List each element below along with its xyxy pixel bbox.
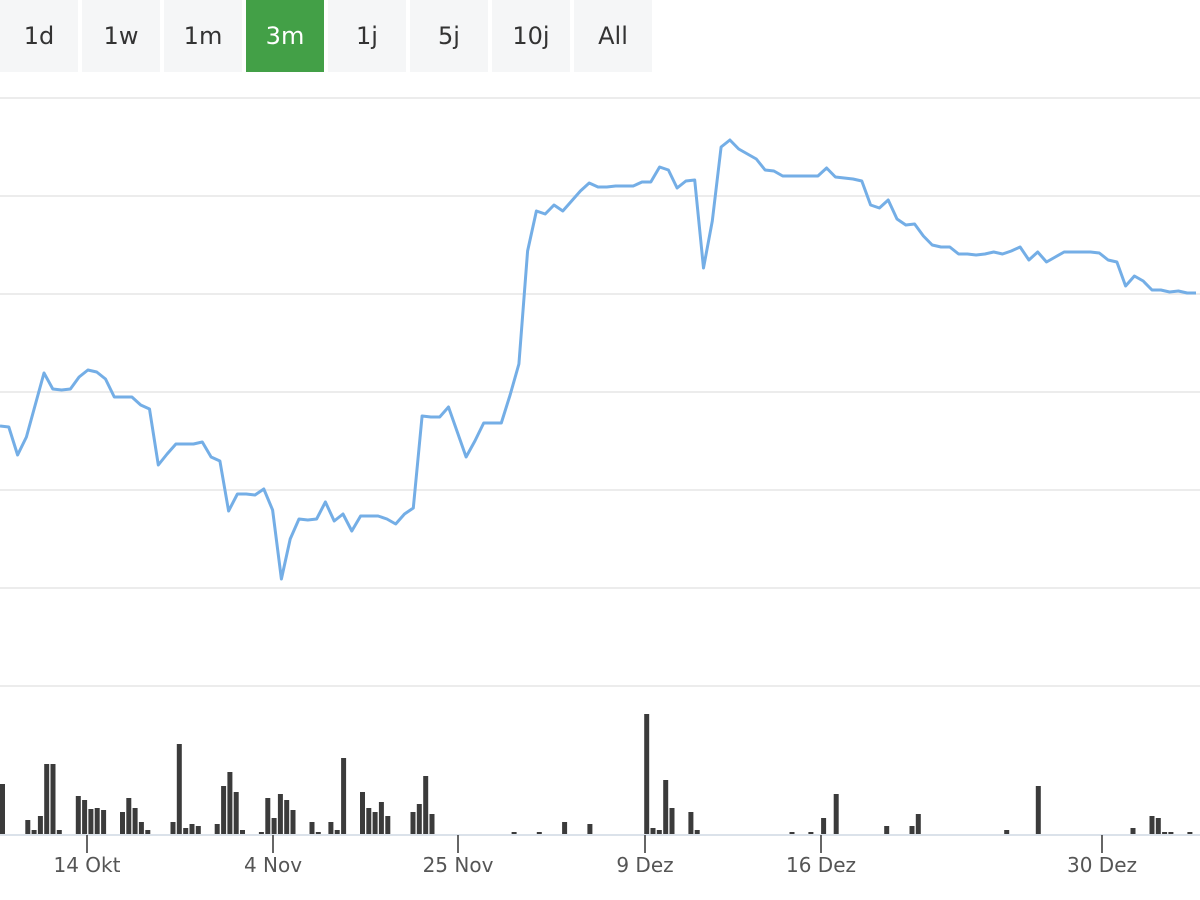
volume-bar bbox=[195, 826, 201, 834]
x-tick-label: 16 Dez bbox=[786, 853, 856, 877]
volume-bar bbox=[227, 772, 233, 834]
grid-lines bbox=[0, 97, 1200, 687]
x-tick-label: 4 Nov bbox=[244, 853, 302, 877]
price-line bbox=[0, 138, 1196, 581]
volume-bar bbox=[587, 824, 593, 834]
x-tick-label: 25 Nov bbox=[423, 853, 494, 877]
x-tick-label: 9 Dez bbox=[616, 853, 673, 877]
volume-bar bbox=[88, 809, 94, 834]
volume-bar bbox=[423, 776, 429, 834]
volume-bar bbox=[334, 830, 340, 834]
volume-bar bbox=[416, 804, 422, 834]
volume-bar bbox=[265, 798, 271, 834]
volume-bars bbox=[0, 714, 1193, 834]
volume-bar bbox=[1130, 828, 1136, 834]
volume-bar bbox=[309, 822, 315, 834]
volume-bar bbox=[1162, 832, 1168, 834]
volume-bar bbox=[0, 784, 5, 834]
volume-bar bbox=[915, 814, 921, 834]
volume-bar bbox=[189, 824, 195, 834]
range-button-1d[interactable]: 1d bbox=[0, 0, 78, 72]
volume-bar bbox=[360, 792, 365, 834]
volume-bar bbox=[25, 820, 31, 834]
volume-bar bbox=[56, 830, 62, 834]
volume-bar bbox=[138, 822, 144, 834]
volume-bar bbox=[1168, 832, 1174, 834]
volume-bar bbox=[663, 780, 669, 834]
volume-bar bbox=[176, 744, 182, 834]
volume-bar bbox=[789, 832, 795, 834]
range-button-10j[interactable]: 10j bbox=[492, 0, 570, 72]
volume-bar bbox=[126, 798, 132, 834]
volume-bar bbox=[909, 826, 915, 834]
volume-bar bbox=[341, 758, 347, 834]
range-button-5j[interactable]: 5j bbox=[410, 0, 488, 72]
volume-bar bbox=[511, 832, 517, 834]
volume-bar bbox=[271, 818, 277, 834]
volume-bar bbox=[536, 832, 542, 834]
x-axis: 14 Okt 4 Nov 25 Nov 9 Dez 16 Dez 30 Dez bbox=[0, 834, 1200, 877]
range-button-1m[interactable]: 1m bbox=[164, 0, 242, 72]
volume-bar bbox=[429, 814, 435, 834]
volume-bar bbox=[1149, 816, 1155, 834]
volume-bar bbox=[82, 800, 88, 834]
volume-bar bbox=[44, 764, 50, 834]
volume-bar bbox=[562, 822, 568, 834]
volume-bar bbox=[1004, 830, 1010, 834]
volume-bar bbox=[145, 830, 151, 834]
volume-bar bbox=[75, 796, 81, 834]
x-tick-label: 14 Okt bbox=[54, 853, 121, 877]
volume-bar bbox=[1035, 786, 1041, 834]
volume-bar bbox=[233, 792, 239, 834]
volume-bar bbox=[378, 802, 384, 834]
volume-bar bbox=[120, 812, 125, 834]
range-button-1w[interactable]: 1w bbox=[82, 0, 160, 72]
volume-bar bbox=[183, 828, 189, 834]
volume-bar bbox=[650, 828, 656, 834]
range-button-3m[interactable]: 3m bbox=[246, 0, 324, 72]
volume-bar bbox=[1187, 832, 1193, 834]
volume-bar bbox=[385, 816, 391, 834]
volume-bar bbox=[284, 800, 290, 834]
volume-bar bbox=[366, 808, 372, 834]
volume-bar bbox=[132, 808, 138, 834]
volume-bar bbox=[656, 830, 662, 834]
volume-bar bbox=[688, 812, 694, 834]
x-tick-label: 30 Dez bbox=[1067, 853, 1137, 877]
volume-bar bbox=[258, 832, 264, 834]
volume-bar bbox=[315, 832, 321, 834]
volume-bar bbox=[821, 818, 827, 834]
volume-bar bbox=[290, 810, 296, 834]
volume-bar bbox=[372, 812, 378, 834]
volume-bar bbox=[50, 764, 56, 834]
volume-bar bbox=[101, 810, 107, 834]
volume-bar bbox=[328, 822, 334, 834]
range-selector: 1d 1w 1m 3m 1j 5j 10j All bbox=[0, 0, 652, 72]
volume-bar bbox=[31, 830, 37, 834]
volume-bar bbox=[37, 816, 43, 834]
volume-bar bbox=[644, 714, 650, 834]
volume-bar bbox=[884, 826, 890, 834]
volume-bar bbox=[410, 812, 416, 834]
range-button-all[interactable]: All bbox=[574, 0, 652, 72]
volume-bar bbox=[277, 794, 283, 834]
volume-bar bbox=[214, 824, 220, 834]
volume-bar bbox=[94, 808, 100, 834]
volume-bar bbox=[240, 830, 245, 834]
volume-bar bbox=[808, 832, 814, 834]
volume-bar bbox=[221, 786, 227, 834]
volume-bar bbox=[833, 794, 839, 834]
volume-bar bbox=[170, 822, 176, 834]
volume-bar bbox=[669, 808, 675, 834]
range-button-1j[interactable]: 1j bbox=[328, 0, 406, 72]
volume-bar bbox=[694, 830, 700, 834]
volume-bar bbox=[1155, 818, 1161, 834]
